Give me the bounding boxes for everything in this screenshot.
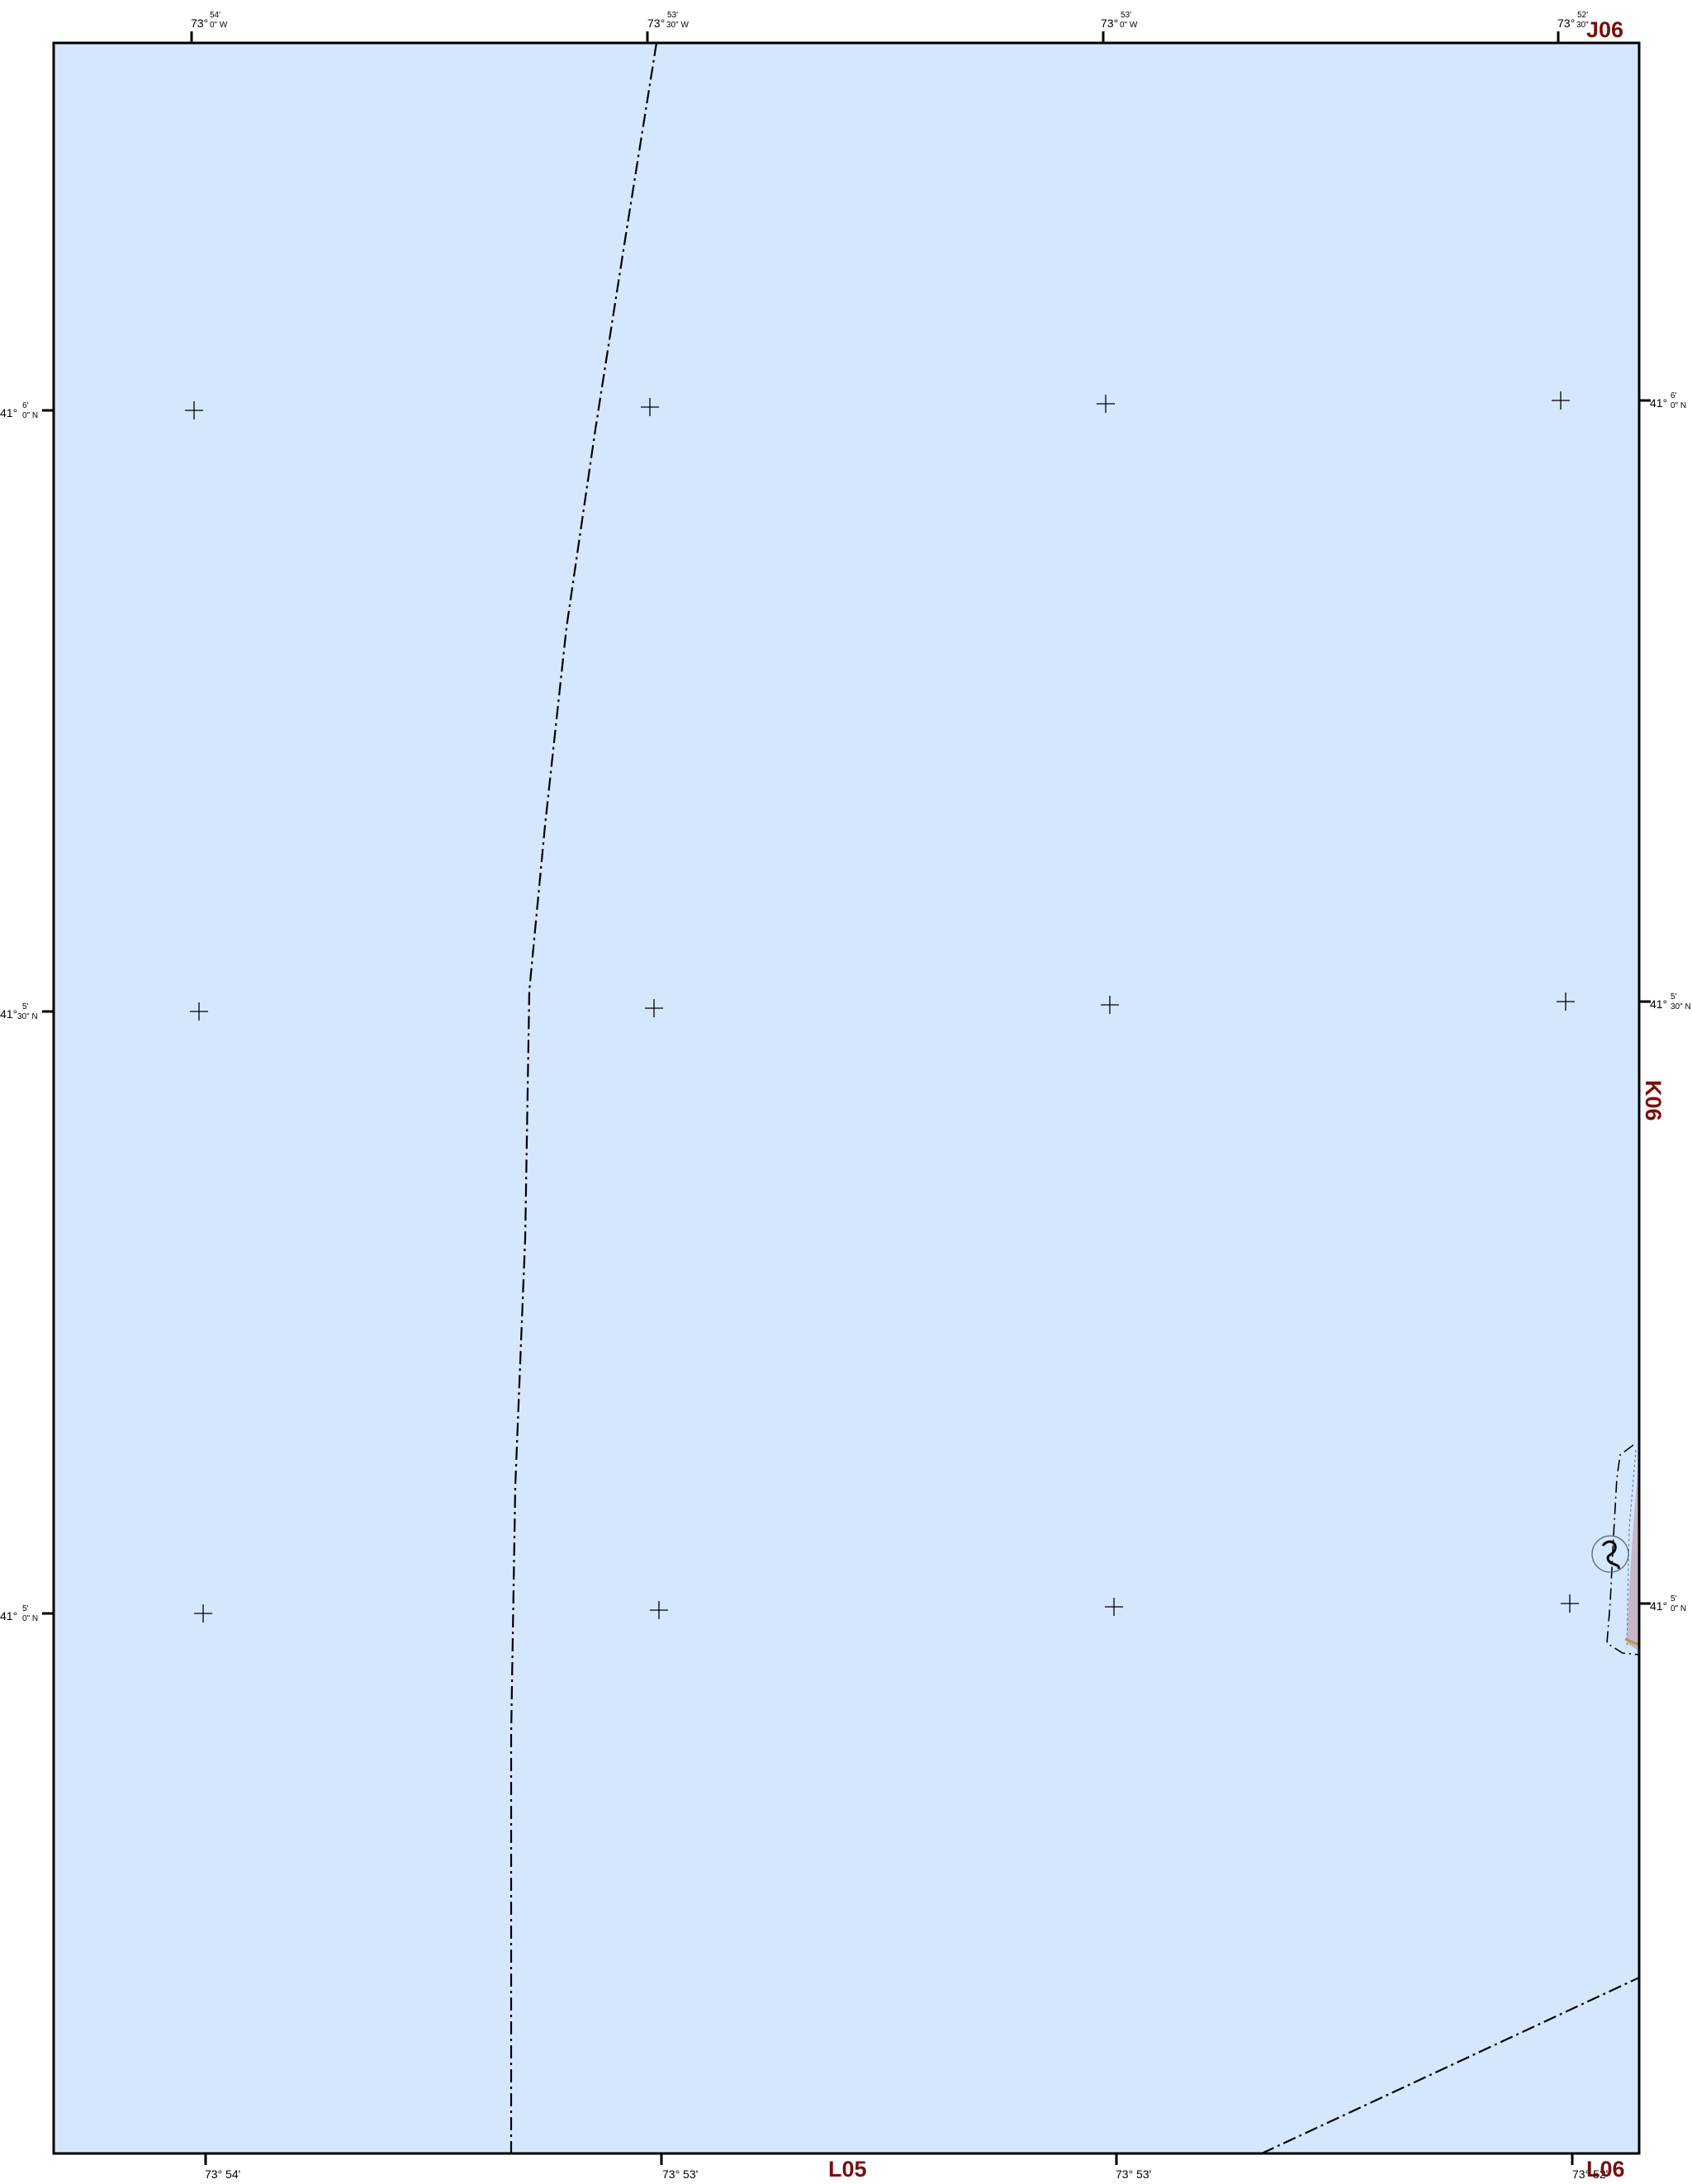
graticule-cross-icon	[641, 398, 659, 416]
graticule-cross-icon	[645, 999, 663, 1017]
graticule-cross-icon	[185, 401, 203, 419]
left-coord-label: 41° 5' 0" N	[0, 1604, 38, 1623]
sheet-ref-bottom[interactable]: L05	[828, 2157, 867, 2182]
top-coord-label: 53' 73° 30" W	[647, 11, 689, 30]
left-coord-labels: 41° 6' 0" N 41° 5' 30" N 41° 5' 0" N	[0, 401, 38, 1623]
top-tick-deg: 73°	[1101, 17, 1118, 30]
top-tick-min: 53'	[1121, 11, 1131, 20]
top-coord-label: 53' 73° 0" W	[1101, 11, 1138, 30]
sheet-ref-bottom-right[interactable]: L06	[1586, 2157, 1625, 2182]
boundary-line-southeast	[1261, 1977, 1640, 2154]
right-coord-labels: 41° 6' 0" N 41° 5' 30" N 41° 5' 0" N	[1650, 391, 1691, 1613]
top-tick-deg: 73°	[191, 17, 208, 30]
right-tick-min: 6'	[1671, 391, 1677, 400]
left-tick-min: 5'	[22, 1604, 29, 1613]
right-tick-min: 5'	[1671, 993, 1677, 1002]
graticule-crosses	[185, 391, 1579, 1623]
top-tick-deg: 73°	[647, 17, 665, 30]
top-tick-sec: 30" W	[666, 21, 689, 30]
left-tick-deg: 41°	[0, 406, 17, 419]
left-coord-label: 41° 6' 0" N	[0, 401, 38, 420]
graticule-cross-icon	[650, 1601, 668, 1619]
top-tick-sec: 0" W	[210, 21, 228, 30]
top-coord-labels: 54' 73° 0" W 53' 73° 30" W 53' 73° 0" W …	[191, 11, 1589, 30]
frame-ticks	[42, 31, 1651, 2165]
right-coord-label: 41° 5' 0" N	[1650, 1594, 1686, 1613]
right-tick-deg: 41°	[1650, 997, 1667, 1011]
graticule-cross-icon	[190, 1002, 208, 1021]
graticule-cross-icon	[194, 1604, 212, 1623]
sheet-ref-right[interactable]: K06	[1641, 1080, 1666, 1121]
graticule-cross-icon	[1105, 1598, 1123, 1616]
graticule-cross-icon	[1097, 395, 1115, 413]
top-tick-min: 53'	[667, 11, 678, 20]
top-tick-min: 54'	[210, 11, 220, 20]
sheet-ref-top-right[interactable]: J06	[1586, 17, 1623, 42]
left-tick-sec: 0" N	[22, 411, 38, 420]
graticule-cross-icon	[1557, 993, 1575, 1011]
top-tick-min: 52'	[1577, 11, 1588, 20]
left-tick-sec: 0" N	[22, 1614, 38, 1623]
bottom-tick-label: 73° 52'	[1572, 2167, 1608, 2181]
left-tick-deg: 41°	[0, 1609, 17, 1623]
map-frame	[52, 41, 1641, 2155]
graticule-cross-icon	[1101, 996, 1119, 1014]
adjacent-sheet-refs: J06 K06 L05 L06	[828, 17, 1666, 2182]
bottom-tick-label: 73° 54'	[205, 2167, 240, 2181]
bottom-tick-label: 73° 53'	[1116, 2167, 1151, 2181]
right-tick-sec: 30" N	[1671, 1002, 1691, 1011]
island-circle-icon	[1591, 1535, 1629, 1573]
graticule-cross-icon	[1552, 391, 1570, 410]
left-tick-min: 6'	[22, 401, 29, 410]
bottom-tick-label: 73° 53'	[662, 2167, 698, 2181]
right-tick-min: 5'	[1671, 1594, 1677, 1604]
top-coord-label: 54' 73° 0" W	[191, 11, 228, 30]
shoreline-feature	[1591, 1444, 1640, 1656]
right-tick-deg: 41°	[1650, 396, 1667, 410]
bottom-coord-labels: 73° 54' 73° 53' 73° 53' 73° 52'	[205, 2167, 1608, 2181]
top-tick-deg: 73°	[1557, 17, 1575, 30]
right-tick-sec: 0" N	[1671, 401, 1686, 410]
water-area	[54, 43, 1639, 2153]
graticule-cross-icon	[1561, 1594, 1579, 1613]
left-tick-sec: 30" N	[17, 1012, 38, 1021]
top-tick-sec: 0" W	[1120, 21, 1138, 30]
right-tick-sec: 0" N	[1671, 1604, 1686, 1613]
left-tick-min: 5'	[22, 1002, 29, 1011]
boundary-line-west	[509, 42, 658, 2153]
top-tick-sec: 30"	[1576, 21, 1589, 30]
right-tick-deg: 41°	[1650, 1599, 1667, 1613]
left-coord-label: 41° 5' 30" N	[0, 1002, 38, 1021]
top-coord-label: 52' 73° 30"	[1557, 11, 1589, 30]
right-coord-label: 41° 6' 0" N	[1650, 391, 1686, 410]
right-coord-label: 41° 5' 30" N	[1650, 993, 1691, 1011]
left-tick-deg: 41°	[0, 1007, 17, 1021]
